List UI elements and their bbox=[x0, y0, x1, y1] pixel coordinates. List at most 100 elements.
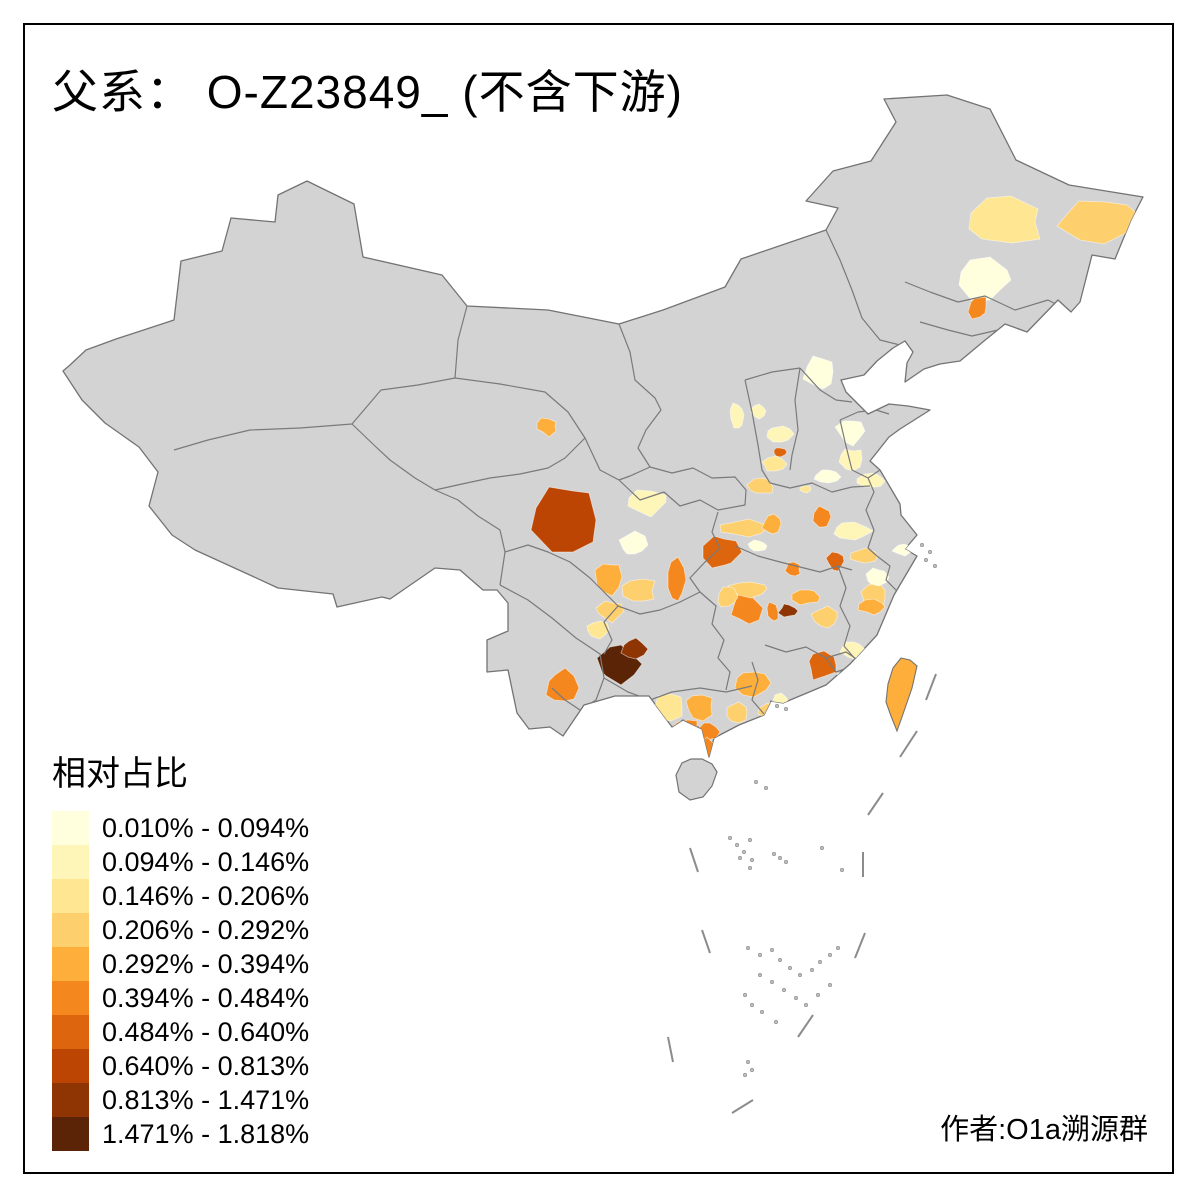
islet-dot bbox=[819, 845, 824, 850]
prefecture-region bbox=[729, 402, 745, 429]
legend-row: 0.813% - 1.471% bbox=[52, 1083, 309, 1117]
islet-dot bbox=[737, 855, 742, 860]
legend-swatch bbox=[52, 1049, 89, 1083]
legend-label: 1.471% - 1.818% bbox=[102, 1118, 310, 1149]
legend-row: 0.484% - 0.640% bbox=[52, 1015, 309, 1049]
legend-swatch bbox=[52, 913, 89, 947]
prefecture-region bbox=[667, 556, 687, 602]
islet-dot bbox=[827, 982, 832, 987]
islet-dot bbox=[774, 703, 779, 708]
islet-dot bbox=[747, 837, 752, 842]
islet-dot bbox=[771, 851, 776, 856]
prefecture-region bbox=[833, 521, 874, 541]
south-china-sea-islands bbox=[667, 542, 937, 1114]
islet-dot bbox=[815, 992, 820, 997]
legend-row: 0.292% - 0.394% bbox=[52, 947, 309, 981]
legend-row: 0.394% - 0.484% bbox=[52, 981, 309, 1015]
legend-label: 0.010% - 0.094% bbox=[102, 812, 310, 843]
taiwan-region bbox=[885, 657, 918, 733]
sea-boundary-dash bbox=[667, 1036, 674, 1063]
legend-label: 0.146% - 0.206% bbox=[102, 880, 310, 911]
islet-dot bbox=[923, 557, 928, 562]
legend-label: 0.094% - 0.146% bbox=[102, 846, 310, 877]
prefecture-region bbox=[726, 701, 748, 724]
legend-swatch bbox=[52, 1117, 89, 1151]
islet-dot bbox=[932, 563, 937, 568]
prefecture-region bbox=[747, 539, 768, 552]
legend-row: 0.146% - 0.206% bbox=[52, 879, 309, 913]
legend-row: 0.206% - 0.292% bbox=[52, 913, 309, 947]
legend: 相对占比 0.010% - 0.094% 0.094% - 0.146% 0.146… bbox=[52, 746, 309, 1151]
prefecture-region bbox=[536, 417, 557, 438]
data-regions bbox=[530, 195, 1143, 757]
prefecture-region bbox=[621, 578, 656, 602]
islet-dot bbox=[742, 1073, 747, 1078]
prefecture-region bbox=[761, 455, 788, 472]
prefecture-region bbox=[620, 637, 649, 660]
islet-dot bbox=[757, 952, 762, 957]
islet-dot bbox=[827, 952, 832, 957]
prefecture-region bbox=[761, 513, 782, 535]
sea-boundary-dash bbox=[701, 929, 711, 954]
prefecture-region bbox=[838, 448, 863, 472]
islet-dot bbox=[781, 987, 786, 992]
islet-dot bbox=[817, 959, 822, 964]
prefecture-region bbox=[810, 605, 838, 629]
legend-row: 0.094% - 0.146% bbox=[52, 845, 309, 879]
prefecture-region bbox=[719, 518, 767, 538]
islet-dot bbox=[803, 1002, 808, 1007]
prefecture-region bbox=[968, 195, 1041, 244]
islet-dot bbox=[753, 779, 758, 784]
legend-swatch bbox=[52, 845, 89, 879]
islet-dot bbox=[919, 542, 924, 547]
islet-dot bbox=[759, 1009, 764, 1014]
legend-label: 0.394% - 0.484% bbox=[102, 982, 310, 1013]
islet-dot bbox=[741, 849, 746, 854]
prefecture-region bbox=[967, 296, 987, 320]
islet-dot bbox=[742, 992, 747, 997]
islet-dot bbox=[787, 965, 792, 970]
prefecture-region bbox=[702, 535, 743, 569]
islet-dot bbox=[749, 1068, 754, 1073]
legend-label: 0.206% - 0.292% bbox=[102, 914, 310, 945]
legend-items: 0.010% - 0.094% 0.094% - 0.146% 0.146% - 0… bbox=[52, 811, 309, 1151]
legend-title: 相对占比 bbox=[52, 755, 188, 793]
islet-dot bbox=[773, 1019, 778, 1024]
islet-dot bbox=[763, 785, 768, 790]
prefecture-region bbox=[777, 603, 799, 618]
prefecture-region bbox=[545, 667, 580, 702]
prefecture-region bbox=[865, 567, 890, 587]
province-borders bbox=[173, 229, 1072, 715]
prefecture-region bbox=[766, 425, 795, 443]
islet-dot bbox=[749, 1002, 754, 1007]
islet-dot bbox=[797, 972, 802, 977]
map-title: 父系： O-Z23849_ (不含下游) bbox=[52, 66, 683, 118]
prefecture-region bbox=[813, 469, 842, 484]
prefecture-region bbox=[594, 563, 623, 597]
prefecture-region bbox=[717, 586, 739, 608]
prefecture-region bbox=[857, 598, 886, 616]
prefecture-region bbox=[834, 420, 866, 447]
prefecture-region bbox=[788, 700, 811, 717]
legend-label: 0.640% - 0.813% bbox=[102, 1050, 310, 1081]
prefecture-region bbox=[799, 485, 812, 494]
sea-boundary-dash bbox=[899, 730, 918, 758]
legend-row: 1.471% - 1.818% bbox=[52, 1117, 309, 1151]
prefecture-region bbox=[734, 671, 772, 698]
legend-row: 0.640% - 0.813% bbox=[52, 1049, 309, 1083]
islet-dot bbox=[777, 855, 782, 860]
legend-swatch bbox=[52, 811, 89, 845]
islet-dot bbox=[793, 995, 798, 1000]
prefecture-region bbox=[812, 505, 832, 528]
sea-boundary-dash bbox=[854, 932, 866, 959]
islet-dot bbox=[747, 865, 752, 870]
islet-dot bbox=[727, 835, 732, 840]
sea-boundary-dash bbox=[797, 1014, 814, 1038]
legend-swatch bbox=[52, 947, 89, 981]
legend-swatch bbox=[52, 1015, 89, 1049]
prefecture-region bbox=[1056, 200, 1143, 245]
prefecture-region bbox=[530, 486, 597, 553]
hainan-island bbox=[675, 758, 718, 801]
islet-dot bbox=[769, 979, 774, 984]
